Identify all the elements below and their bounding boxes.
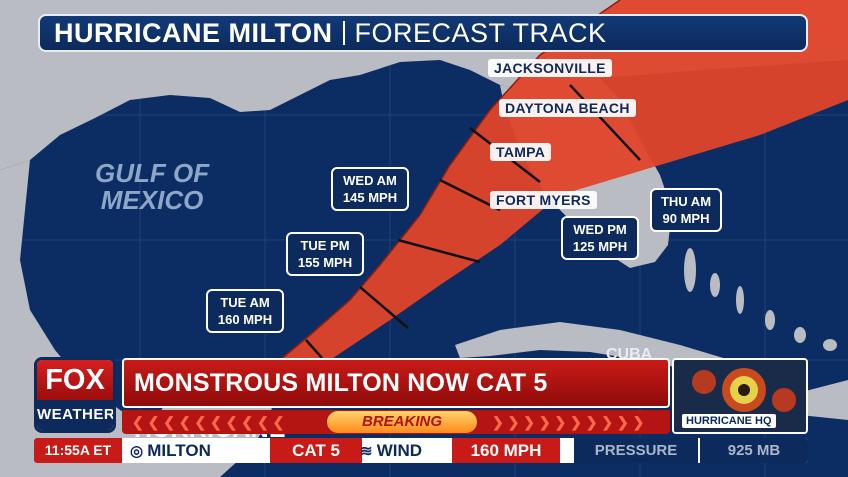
gulf-of-mexico-label: GULF OF MEXICO <box>95 160 209 214</box>
forecast-wind: 160 MPH <box>217 312 273 327</box>
fox-logo-text: FOX <box>37 360 113 400</box>
forecast-point-tue-pm: TUE PM 155 MPH <box>286 232 364 276</box>
ticker-storm: ◎ MILTON <box>130 438 211 463</box>
gulf-label-line: MEXICO <box>100 185 204 215</box>
fox-weather-logo: FOX WEATHER <box>34 357 116 433</box>
ticker-bar: 11:55A ET ◎ MILTON CAT 5 ≋ WIND 160 MPH … <box>34 438 808 463</box>
chevron-right-icon: ❯ ❯ ❯ ❯ ❯ ❯ ❯ ❯ ❯ ❯ <box>492 414 645 430</box>
forecast-time: WED AM <box>343 173 397 188</box>
forecast-wind: 125 MPH <box>572 239 628 254</box>
hurricane-hq-badge: HURRICANE HQ <box>682 414 776 428</box>
title-sub: FORECAST TRACK <box>354 17 607 48</box>
forecast-time: THU AM <box>660 194 712 209</box>
title-separator <box>342 21 345 45</box>
title-main: HURRICANE MILTON <box>54 17 333 48</box>
forecast-point-wed-pm: WED PM 125 MPH <box>561 216 639 260</box>
forecast-time: TUE AM <box>220 295 270 310</box>
ticker-storm-name: MILTON <box>147 441 211 460</box>
forecast-wind: 145 MPH <box>342 190 398 205</box>
breaking-badge: BREAKING <box>327 411 477 433</box>
gulf-label-line: GULF OF <box>95 158 210 188</box>
forecast-point-tue-am: TUE AM 160 MPH <box>206 289 284 333</box>
chevron-left-icon: ❮ ❮ ❮ ❮ ❮ ❮ ❮ ❮ ❮ ❮ <box>132 414 285 430</box>
breaking-bar: ❮ ❮ ❮ ❮ ❮ ❮ ❮ ❮ ❮ ❮ ❯ ❯ ❯ ❯ ❯ ❯ ❯ ❯ ❯ ❯ … <box>122 410 670 434</box>
ticker-category: CAT 5 <box>270 438 362 463</box>
title-bar: HURRICANE MILTON FORECAST TRACK <box>38 14 808 52</box>
forecast-wind: 90 MPH <box>662 211 710 226</box>
forecast-wind: 155 MPH <box>297 255 353 270</box>
city-label-jacksonville: JACKSONVILLE <box>488 59 612 77</box>
storm-icon: ◎ <box>130 443 148 460</box>
forecast-cone <box>280 0 848 360</box>
ticker-time: 11:55A ET <box>34 438 122 463</box>
forecast-time: TUE PM <box>300 238 350 253</box>
hurricane-satellite-thumbnail: HURRICANE HQ <box>672 358 808 434</box>
headline-banner: MONSTROUS MILTON NOW CAT 5 HURRICANE <box>122 358 670 443</box>
forecast-time: WED PM <box>573 222 627 237</box>
forecast-point-thu-am: THU AM 90 MPH <box>650 188 722 232</box>
city-label-daytona-beach: DAYTONA BEACH <box>499 99 636 117</box>
forecast-point-wed-am: WED AM 145 MPH <box>331 167 409 211</box>
ticker-wind: ≋ WIND <box>360 438 422 463</box>
city-label-tampa: TAMPA <box>490 143 552 161</box>
ticker-wind-label: WIND <box>376 441 423 460</box>
ticker-pressure-label: PRESSURE <box>574 438 698 463</box>
city-label-fort-myers: FORT MYERS <box>490 191 597 209</box>
weather-logo-text: WEATHER <box>37 400 113 430</box>
wind-icon: ≋ <box>360 443 377 460</box>
ticker-wind-value: 160 MPH <box>452 438 560 463</box>
ticker-pressure-value: 925 MB <box>700 438 808 463</box>
